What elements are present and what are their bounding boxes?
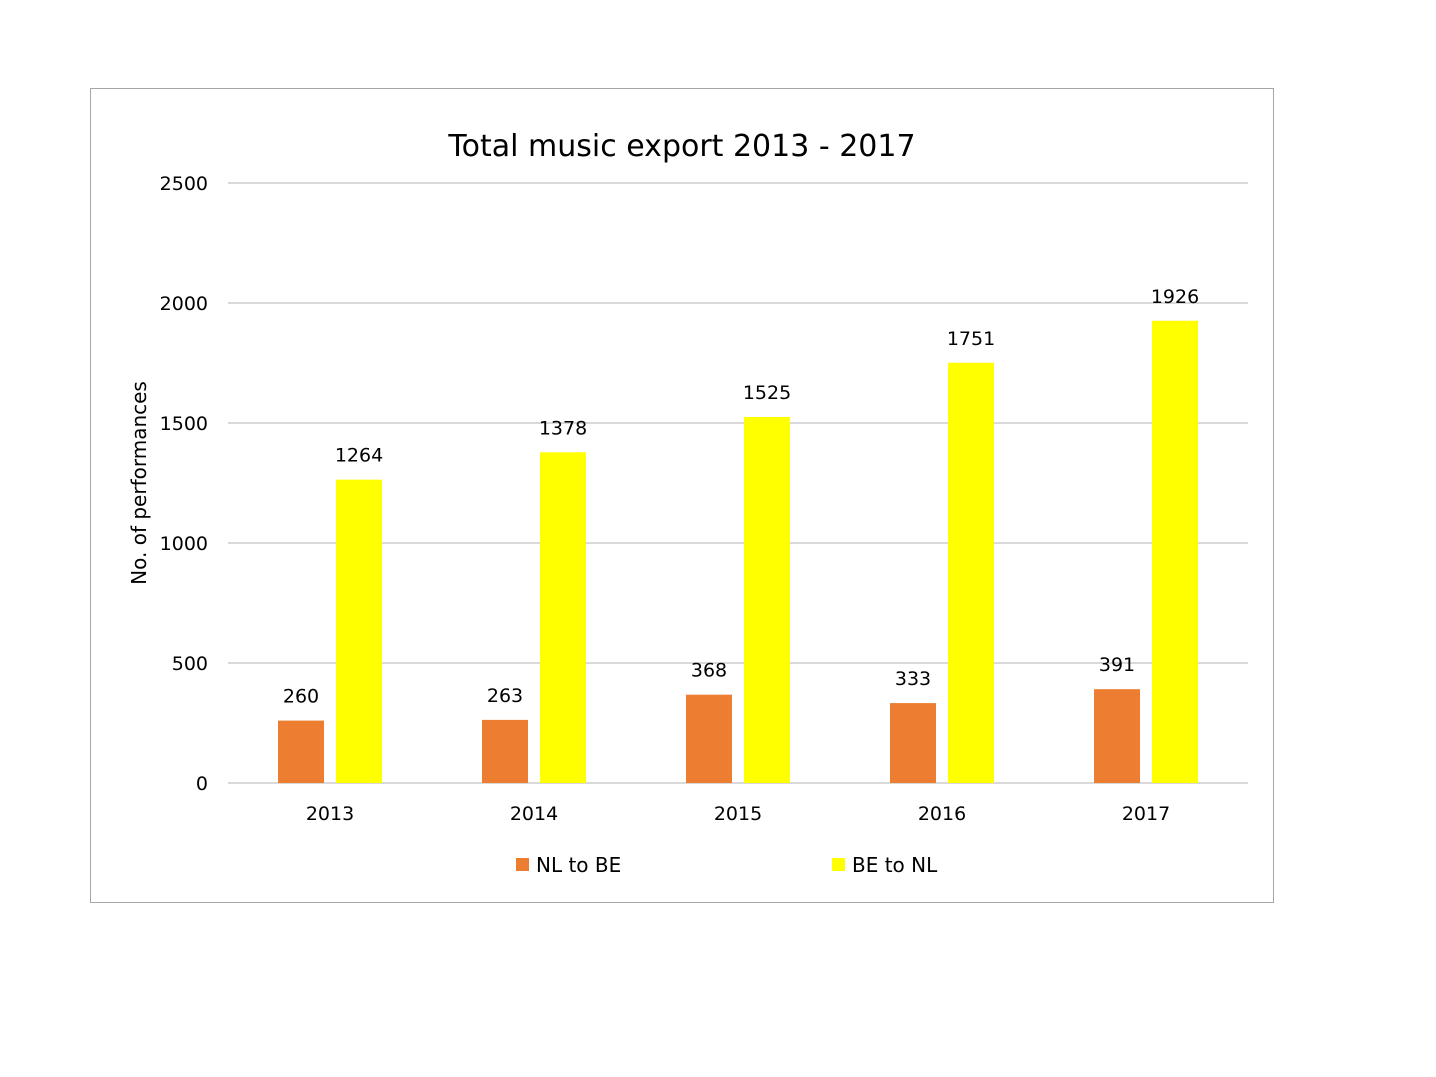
y-axis-label: No. of performances xyxy=(127,381,151,585)
data-label: 1926 xyxy=(1151,286,1199,308)
x-tick-label: 2013 xyxy=(306,803,354,825)
data-label: 1264 xyxy=(335,445,383,467)
gridlines xyxy=(228,182,1248,784)
data-label: 368 xyxy=(691,660,727,682)
bar-be-to-nl-2014 xyxy=(540,452,586,783)
x-tick-label: 2017 xyxy=(1122,803,1170,825)
chart-title: Total music export 2013 - 2017 xyxy=(447,129,915,164)
y-tick-label: 500 xyxy=(172,653,208,675)
data-labels: 260 1264 263 1378 368 1525 333 1751 391 1926 xyxy=(283,286,1199,708)
bar-nl-to-be-2017 xyxy=(1094,689,1140,783)
bar-be-to-nl-2016 xyxy=(948,362,994,783)
data-label: 391 xyxy=(1099,654,1135,676)
x-axis-ticks: 2013 2014 2015 2016 2017 xyxy=(306,803,1170,825)
data-label: 260 xyxy=(283,686,319,708)
bar-nl-to-be-2015 xyxy=(686,694,732,783)
bar-be-to-nl-2015 xyxy=(744,417,790,783)
y-tick-label: 1000 xyxy=(160,533,208,555)
data-label: 1751 xyxy=(947,328,995,350)
bar-be-to-nl-2013 xyxy=(336,479,382,783)
data-label: 333 xyxy=(895,668,931,690)
bars xyxy=(278,320,1198,783)
legend-label: NL to BE xyxy=(536,853,621,877)
data-label: 1378 xyxy=(539,417,587,439)
legend-swatch xyxy=(516,858,529,871)
bar-be-to-nl-2017 xyxy=(1152,320,1198,783)
legend: NL to BE BE to NL xyxy=(516,853,938,877)
bar-nl-to-be-2013 xyxy=(278,720,324,783)
x-tick-label: 2015 xyxy=(714,803,762,825)
y-tick-label: 2000 xyxy=(160,293,208,315)
y-tick-label: 2500 xyxy=(160,173,208,195)
y-tick-label: 1500 xyxy=(160,413,208,435)
bar-nl-to-be-2014 xyxy=(482,719,528,783)
bar-nl-to-be-2016 xyxy=(890,703,936,783)
data-label: 263 xyxy=(487,685,523,707)
y-axis-ticks: 0 500 1000 1500 2000 2500 xyxy=(160,173,208,795)
x-tick-label: 2014 xyxy=(510,803,558,825)
data-label: 1525 xyxy=(743,382,791,404)
y-tick-label: 0 xyxy=(196,773,208,795)
legend-swatch xyxy=(832,858,845,871)
legend-label: BE to NL xyxy=(852,853,938,877)
x-tick-label: 2016 xyxy=(918,803,966,825)
